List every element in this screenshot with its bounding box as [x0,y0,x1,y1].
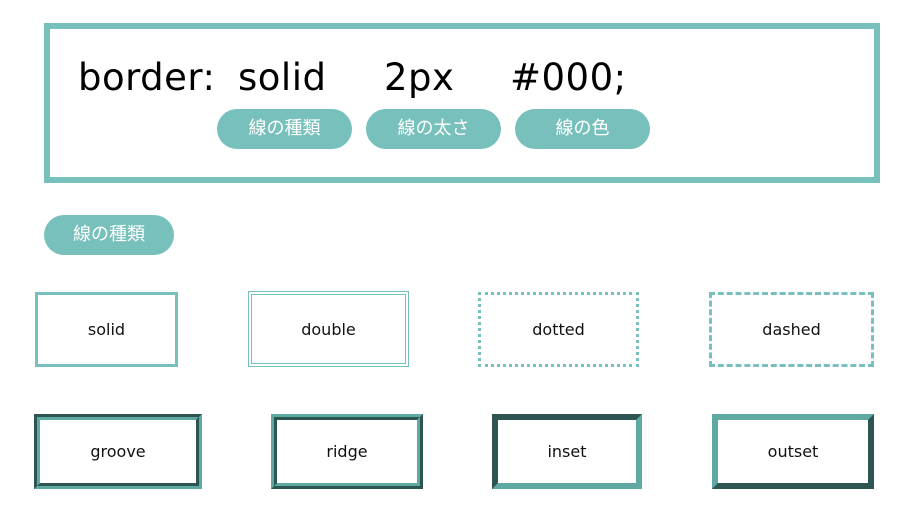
line-color-label: 線の色 [515,109,650,149]
border-sample-double: double [248,291,409,367]
line-type-label: 線の種類 [217,109,352,149]
syntax-color-value: #000; [510,56,627,99]
syntax-style-value: solid [238,56,327,99]
border-sample-dotted: dotted [478,292,639,367]
border-sample-solid: solid [35,292,178,367]
line-width-label: 線の太さ [366,109,501,149]
border-sample-inset: inset [492,414,642,489]
syntax-property: border: [78,56,216,99]
border-sample-groove: groove [34,414,202,489]
border-syntax-panel: border: solid 2px #000; 線の種類 線の太さ 線の色 [44,23,880,183]
border-sample-dashed: dashed [709,292,874,367]
border-sample-outset: outset [712,414,874,489]
syntax-width-value: 2px [384,56,455,99]
border-sample-ridge: ridge [271,414,423,489]
section-line-type-label: 線の種類 [44,215,174,255]
